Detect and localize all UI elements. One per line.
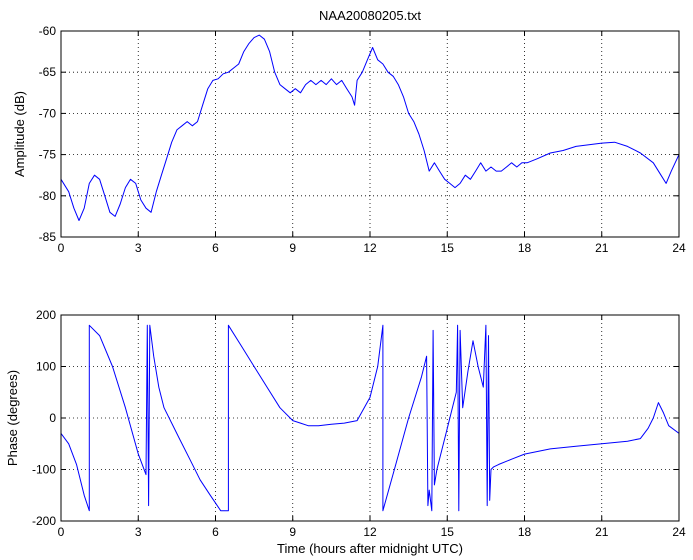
phase-y-tick-label: 100 bbox=[36, 360, 56, 374]
phase-x-tick-label: 6 bbox=[212, 525, 219, 539]
amplitude-chart: 0 3 6 9 12 15 18 21 24 -85 -80 -75 -70 -65 -60 Amplit… bbox=[12, 24, 686, 255]
amplitude-y-tick-labels: -85 -80 -75 -70 -65 -60 bbox=[39, 24, 57, 244]
amplitude-y-tick-label: -60 bbox=[39, 24, 57, 38]
phase-grid bbox=[61, 315, 679, 521]
amplitude-x-tick-label: 18 bbox=[518, 241, 532, 255]
phase-x-tick-label: 24 bbox=[672, 525, 686, 539]
amplitude-x-tick-labels: 0 3 6 9 12 15 18 21 24 bbox=[58, 241, 686, 255]
amplitude-x-tick-label: 15 bbox=[441, 241, 455, 255]
amplitude-y-tick-label: -70 bbox=[39, 106, 57, 120]
figure-title: NAA20080205.txt bbox=[319, 8, 421, 23]
amplitude-series-line bbox=[61, 34, 679, 221]
phase-x-tick-label: 3 bbox=[135, 525, 142, 539]
amplitude-x-tick-label: 3 bbox=[135, 241, 142, 255]
amplitude-y-tick-label: -75 bbox=[39, 148, 57, 162]
phase-x-tick-label: 15 bbox=[441, 525, 455, 539]
amplitude-y-tick-label: -65 bbox=[39, 65, 57, 79]
phase-axis-frame bbox=[60, 314, 680, 522]
amplitude-series bbox=[61, 34, 679, 221]
phase-y-axis-label: Phase (degrees) bbox=[5, 370, 20, 466]
amplitude-x-tick-label: 24 bbox=[672, 241, 686, 255]
phase-y-tick-label: -100 bbox=[32, 463, 56, 477]
phase-y-tick-label: 0 bbox=[49, 411, 56, 425]
phase-x-tick-labels: 0 3 6 9 12 15 18 21 24 bbox=[58, 525, 686, 539]
phase-y-tick-label: -200 bbox=[32, 514, 56, 528]
phase-x-tick-label: 18 bbox=[518, 525, 532, 539]
amplitude-grid bbox=[61, 31, 679, 237]
phase-x-tick-label: 9 bbox=[289, 525, 296, 539]
amplitude-x-tick-label: 9 bbox=[289, 241, 296, 255]
phase-x-tick-label: 0 bbox=[58, 525, 65, 539]
phase-chart: 0 3 6 9 12 15 18 21 24 -200 -100 0 100 200 Phase (de… bbox=[5, 308, 686, 556]
amplitude-y-tick-label: -85 bbox=[39, 230, 57, 244]
amplitude-axis-frame bbox=[60, 30, 680, 238]
phase-y-tick-label: 200 bbox=[36, 308, 56, 322]
phase-series bbox=[61, 324, 679, 512]
amplitude-plot-area bbox=[61, 31, 679, 237]
phase-series-line bbox=[61, 324, 679, 512]
amplitude-x-tick-label: 6 bbox=[212, 241, 219, 255]
amplitude-x-tick-label: 12 bbox=[363, 241, 377, 255]
amplitude-y-tick-label: -80 bbox=[39, 189, 57, 203]
phase-x-axis-label: Time (hours after midnight UTC) bbox=[277, 541, 463, 556]
amplitude-x-tick-label: 21 bbox=[595, 241, 609, 255]
phase-x-tick-label: 12 bbox=[363, 525, 377, 539]
amplitude-x-tick-label: 0 bbox=[58, 241, 65, 255]
phase-x-tick-label: 21 bbox=[595, 525, 609, 539]
phase-y-tick-labels: -200 -100 0 100 200 bbox=[32, 308, 56, 528]
amplitude-y-axis-label: Amplitude (dB) bbox=[12, 91, 27, 177]
